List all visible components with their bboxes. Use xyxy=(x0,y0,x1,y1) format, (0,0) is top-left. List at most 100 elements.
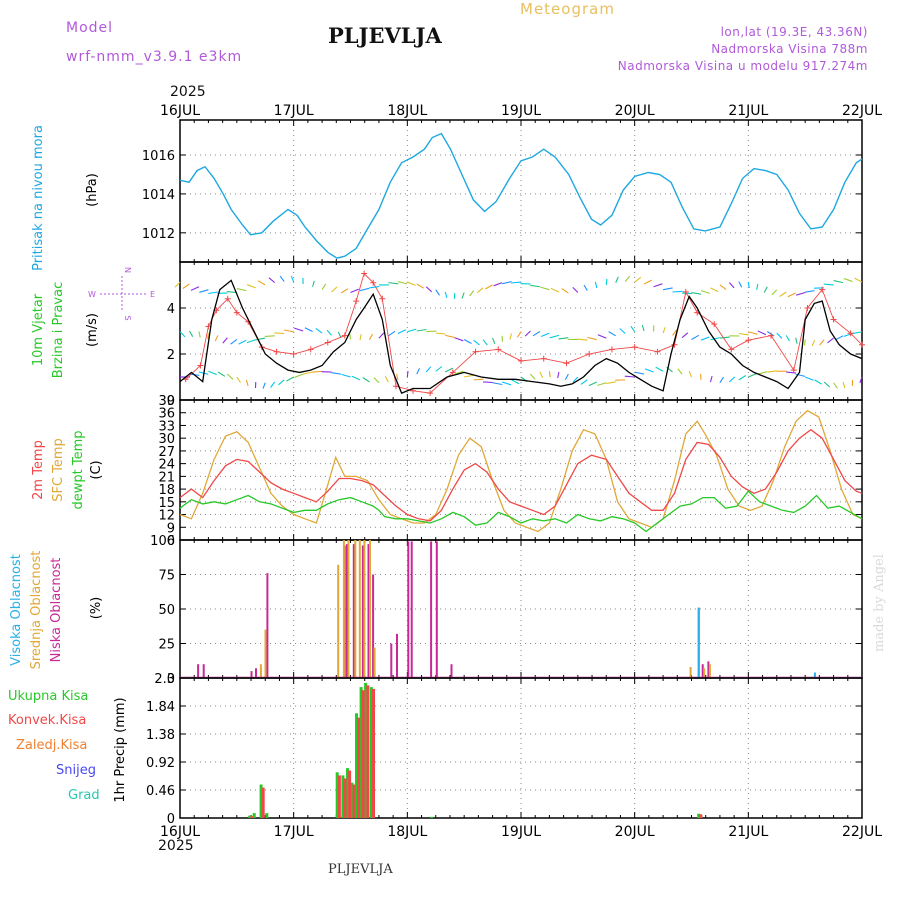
wind-vector-glyph xyxy=(473,339,480,346)
conv-precip-bar xyxy=(361,690,365,818)
total-precip-bar xyxy=(430,816,434,818)
wind-vector-glyph xyxy=(312,280,315,287)
wind-vector-glyph xyxy=(388,282,399,285)
y-tick-label: 27 xyxy=(158,445,175,460)
wind-vector-glyph xyxy=(511,281,522,284)
y-tick-label: 1016 xyxy=(142,149,175,164)
model-name: wrf-nmm_v3.9.1 e3km xyxy=(66,49,243,65)
wind-vector-glyph xyxy=(728,282,735,289)
wind-vector-glyph xyxy=(445,334,455,338)
wind-vector-glyph xyxy=(615,276,619,283)
conv-precip-bar xyxy=(352,784,356,818)
wind-vector-glyph xyxy=(516,331,522,338)
mid-cloud-bar xyxy=(337,564,340,678)
wind-vector-glyph xyxy=(217,371,226,377)
conv-precip-bar xyxy=(337,775,341,818)
wind-vector-glyph xyxy=(653,283,663,288)
wind-vector-glyph xyxy=(630,325,636,333)
wind-vector-glyph xyxy=(222,337,228,344)
wind-vector-glyph xyxy=(483,381,494,384)
conv-precip-bar xyxy=(348,770,352,818)
pressure-line xyxy=(179,132,863,259)
wind-vector-glyph xyxy=(326,329,332,336)
mid-cloud-bar xyxy=(259,664,262,678)
model-altitude-label: Nadmorska Visina u modelu 917.274m xyxy=(617,59,868,73)
wind-dir-n: N xyxy=(123,267,132,273)
temp-title-sfc: SFC Temp xyxy=(51,438,66,502)
wind-vector-glyph xyxy=(597,382,607,386)
y-tick-label: 0 xyxy=(167,672,175,687)
y-tick-label: 1.38 xyxy=(146,728,175,743)
wind-vector-glyph xyxy=(304,327,313,333)
wind-vector-glyph xyxy=(268,277,276,284)
wind-vector-glyph xyxy=(359,334,362,341)
wind-vector-glyph xyxy=(776,332,783,339)
wind-vector-glyph xyxy=(804,376,814,381)
mid-cloud-bar xyxy=(708,664,711,678)
wind-dir-e: E xyxy=(150,290,155,299)
wind-vector-glyph xyxy=(284,329,294,333)
wind-vector-glyph xyxy=(208,291,218,295)
wind-vector-glyph xyxy=(236,288,247,292)
wind-vector-glyph xyxy=(473,378,484,381)
y-tick-label: 12 xyxy=(158,509,175,524)
wind-vector-glyph xyxy=(700,336,710,341)
wind-vector-glyph xyxy=(226,291,237,294)
wind-vector-glyph xyxy=(842,381,846,389)
wind-vector-glyph xyxy=(587,336,597,341)
wind-vector-glyph xyxy=(492,337,496,345)
conv-precip-bar xyxy=(357,717,361,818)
x-date-label-bottom: 20JUL xyxy=(615,824,655,840)
wind-vector-glyph xyxy=(606,381,616,385)
wind-vector-glyph xyxy=(485,284,493,290)
precip-legend-snow: Snijeg xyxy=(56,763,96,778)
wind-vector-glyph xyxy=(804,290,815,293)
low-cloud-bar xyxy=(352,544,355,678)
precip-unit: 1hr Precip (mm) xyxy=(113,697,128,802)
wind-vector-glyph xyxy=(532,331,541,337)
low-cloud-bar xyxy=(396,633,398,678)
wind-vector-glyph xyxy=(294,327,304,332)
y-tick-label: 75 xyxy=(158,569,175,584)
wind-vector-glyph xyxy=(530,284,541,288)
wind-vector-glyph xyxy=(814,379,822,385)
wind-vector-glyph xyxy=(756,283,759,291)
wind-vector-glyph xyxy=(303,371,313,375)
mid-cloud-bar xyxy=(342,540,345,678)
total-precip-bar xyxy=(697,813,701,818)
wind-vector-glyph xyxy=(644,368,654,373)
conv-precip-bar xyxy=(372,689,375,818)
cloud-title-low: Niska Oblacnost xyxy=(49,558,64,663)
model-label: Model xyxy=(66,20,114,36)
wind-vector-glyph xyxy=(524,330,531,337)
wind-vector-glyph xyxy=(767,370,778,373)
wind-vector-glyph xyxy=(435,332,446,335)
total-precip-bar xyxy=(248,815,252,818)
wind-vector-glyph xyxy=(655,366,664,372)
x-date-label-top: 22JUL xyxy=(842,103,882,119)
temp-title-dew: dewpt Temp xyxy=(71,430,86,509)
conv-precip-bar xyxy=(343,778,347,818)
wind-vector-glyph xyxy=(557,371,560,379)
wind-vector-glyph xyxy=(264,335,275,337)
wind-vector-glyph xyxy=(373,377,380,384)
low-cloud-bar xyxy=(197,664,200,678)
wind-vector-glyph xyxy=(548,371,551,378)
x-date-label-top: 16JUL xyxy=(160,103,200,119)
wind-vector-glyph xyxy=(315,327,323,334)
wind-vector-glyph xyxy=(331,286,338,293)
wind-vector-glyph xyxy=(819,339,825,346)
wind-vector-glyph xyxy=(748,331,758,335)
wind-vector-glyph xyxy=(605,278,608,285)
x-date-label-bottom: 18JUL xyxy=(387,824,427,840)
pressure-unit: (hPa) xyxy=(85,173,100,207)
wind-speed-line xyxy=(179,279,863,394)
wind-vector-glyph xyxy=(378,332,385,339)
wind-vector-glyph xyxy=(681,332,689,339)
wind-vector-glyph xyxy=(331,372,342,375)
wind-vector-glyph xyxy=(199,289,209,293)
low-cloud-bar xyxy=(450,664,453,678)
wind-vector-glyph xyxy=(179,331,186,338)
wind-vector-glyph xyxy=(407,328,417,333)
mid-cloud-bar xyxy=(373,647,376,678)
